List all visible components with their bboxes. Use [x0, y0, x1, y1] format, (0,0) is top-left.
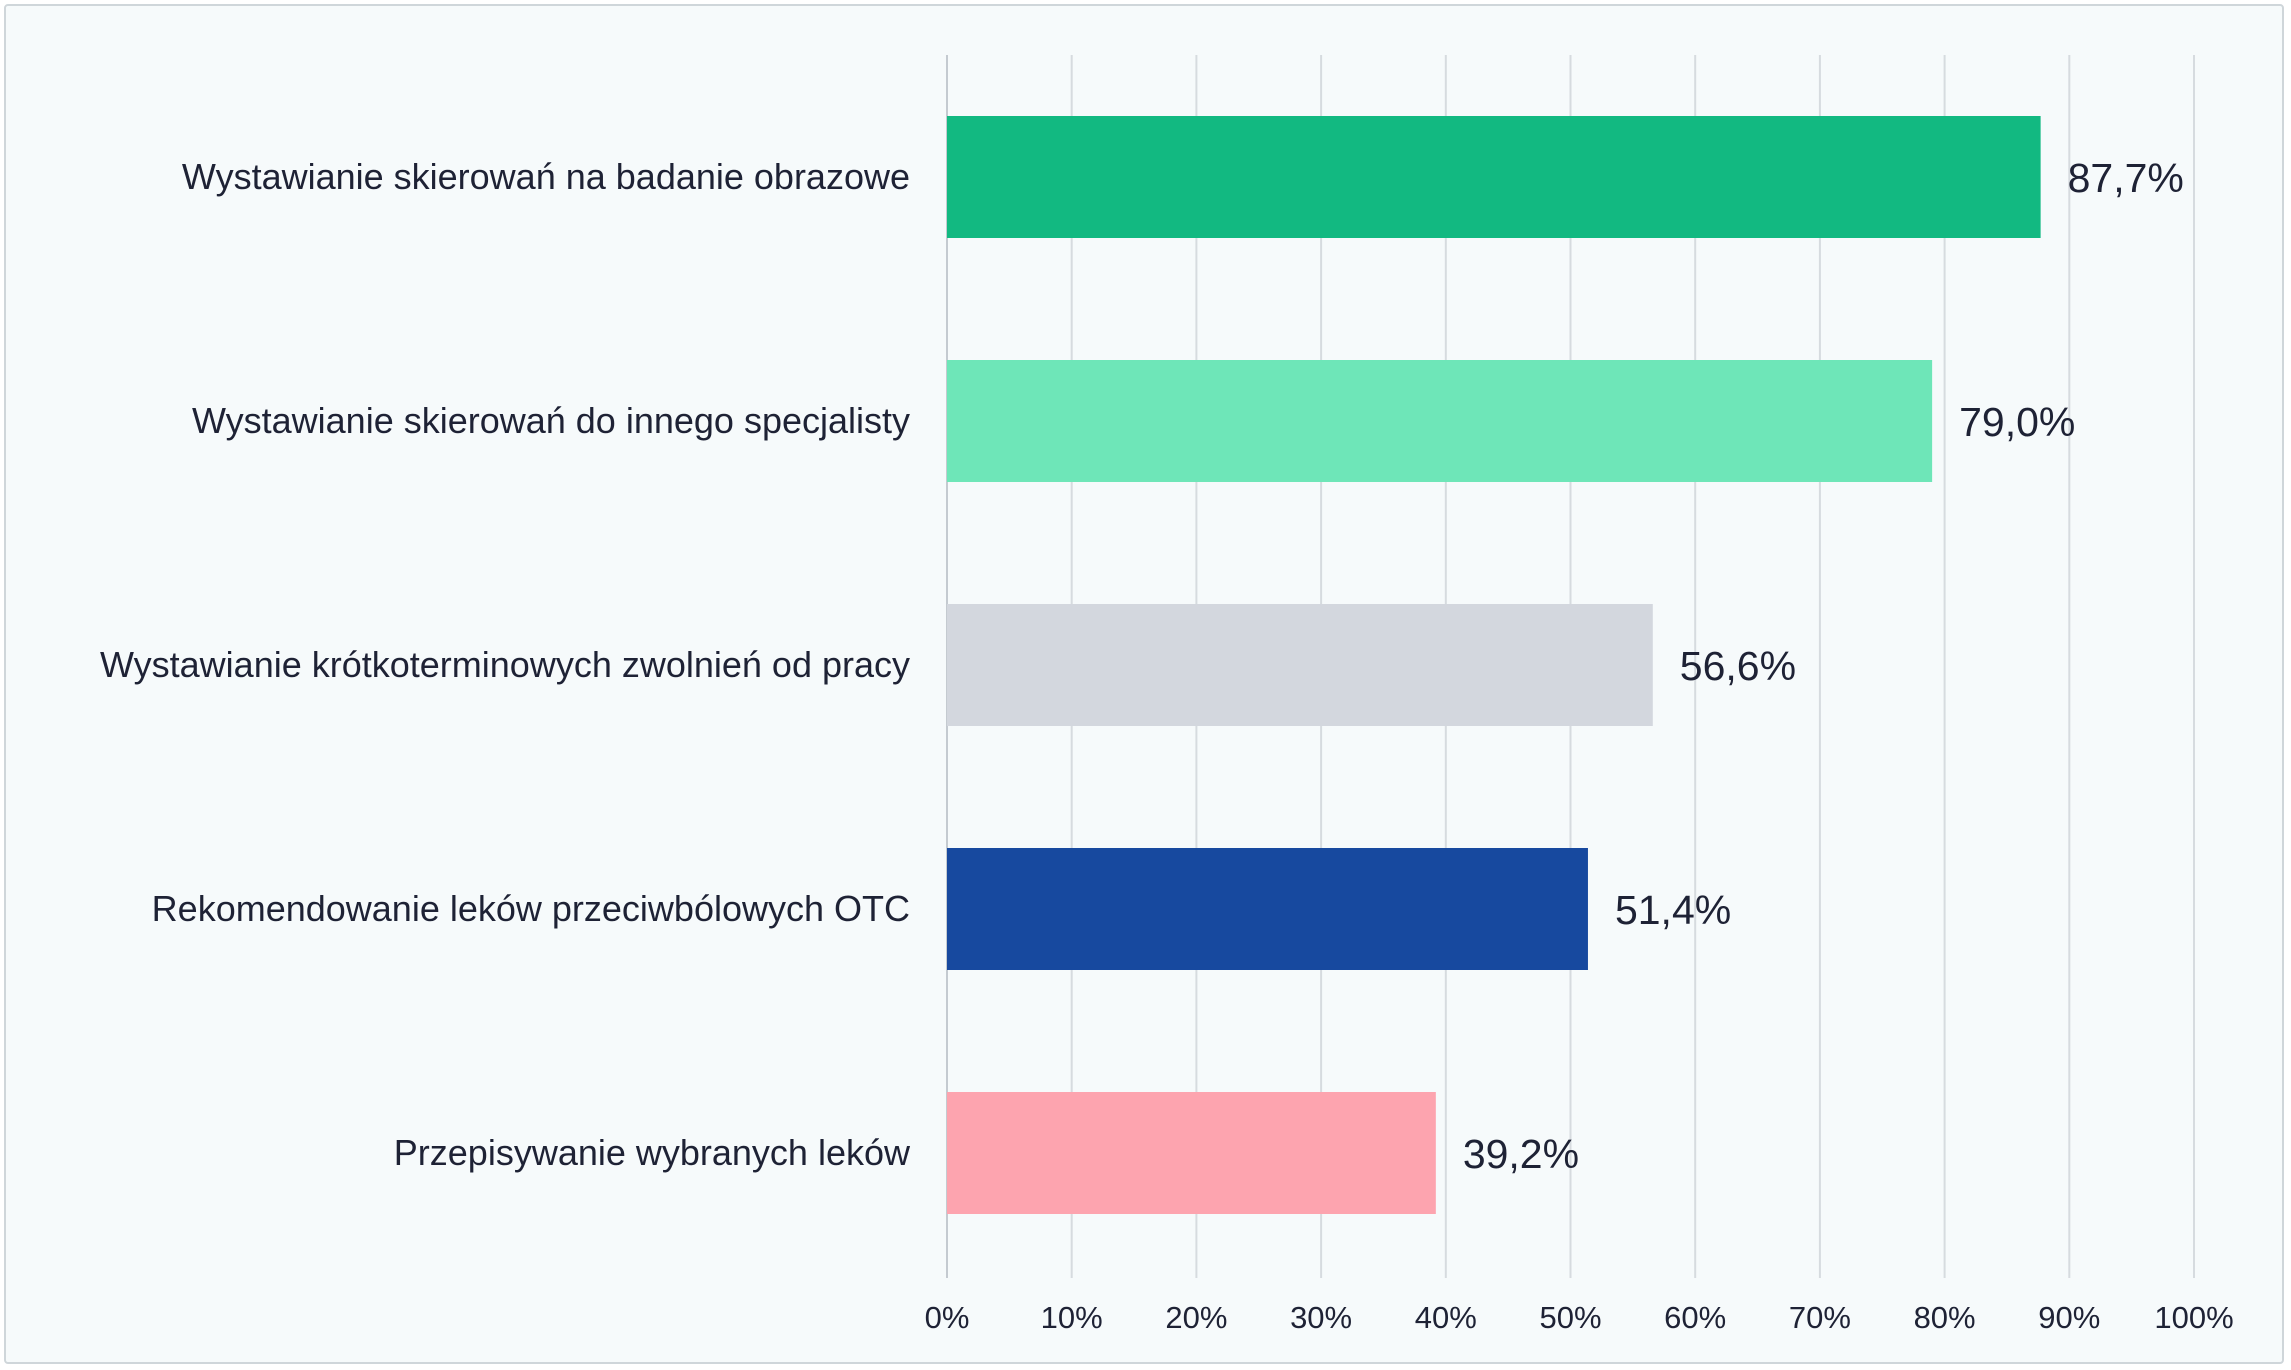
category-label: Wystawianie krótkoterminowych zwolnień o… [100, 644, 910, 685]
gridlines [946, 55, 2195, 1278]
x-tick-label: 0% [925, 1300, 970, 1335]
x-tick-label: 10% [1041, 1300, 1103, 1335]
value-label: 51,4% [1615, 887, 1731, 933]
x-tick-label: 20% [1165, 1300, 1227, 1335]
bar [947, 1092, 1436, 1214]
bars [947, 116, 2041, 1214]
x-tick-label: 80% [1914, 1300, 1976, 1335]
category-label: Rekomendowanie leków przeciwbólowych OTC [152, 888, 910, 929]
category-label: Przepisywanie wybranych leków [394, 1132, 911, 1173]
value-label: 87,7% [2068, 155, 2184, 201]
x-tick-label: 70% [1789, 1300, 1851, 1335]
x-tick-label: 100% [2154, 1300, 2233, 1335]
category-labels: Wystawianie skierowań na badanie obrazow… [100, 156, 911, 1173]
x-axis-tick-labels: 0% 10% 20% 30% 40% 50% 60% 70% 80% 90% 100% [925, 1300, 2234, 1335]
value-label: 56,6% [1680, 643, 1796, 689]
bar [947, 604, 1653, 726]
x-tick-label: 60% [1664, 1300, 1726, 1335]
category-label: Wystawianie skierowań na badanie obrazow… [182, 156, 910, 197]
value-labels: 87,7% 79,0% 56,6% 51,4% 39,2% [1463, 155, 2184, 1177]
x-tick-label: 90% [2038, 1300, 2100, 1335]
value-label: 39,2% [1463, 1131, 1579, 1177]
bar [947, 116, 2041, 238]
x-tick-label: 30% [1290, 1300, 1352, 1335]
bar [947, 360, 1933, 482]
value-label: 79,0% [1959, 399, 2075, 445]
x-tick-label: 40% [1415, 1300, 1477, 1335]
x-tick-label: 50% [1539, 1300, 1601, 1335]
category-label: Wystawianie skierowań do innego specjali… [192, 400, 910, 441]
bar [947, 848, 1588, 970]
